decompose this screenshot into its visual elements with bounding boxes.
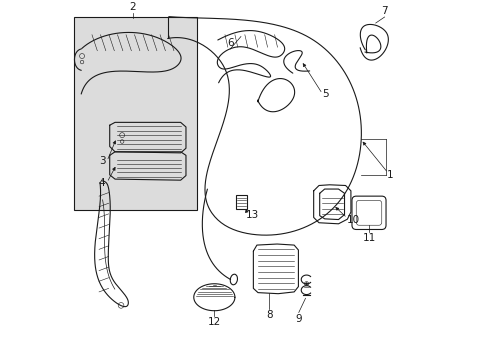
Text: 7: 7: [381, 6, 387, 16]
Text: 1: 1: [386, 170, 392, 180]
Text: 5: 5: [321, 89, 328, 99]
Text: 4: 4: [99, 178, 105, 188]
Circle shape: [305, 283, 307, 285]
Text: 3: 3: [99, 156, 105, 166]
Text: 13: 13: [246, 210, 259, 220]
Text: 12: 12: [207, 318, 221, 328]
Text: 9: 9: [295, 314, 302, 324]
Bar: [235, 195, 246, 208]
Text: 6: 6: [226, 38, 233, 48]
Text: 2: 2: [129, 3, 136, 12]
Text: 10: 10: [346, 215, 359, 225]
Bar: [74, 17, 196, 210]
Text: 8: 8: [265, 310, 272, 320]
Text: 11: 11: [362, 233, 375, 243]
